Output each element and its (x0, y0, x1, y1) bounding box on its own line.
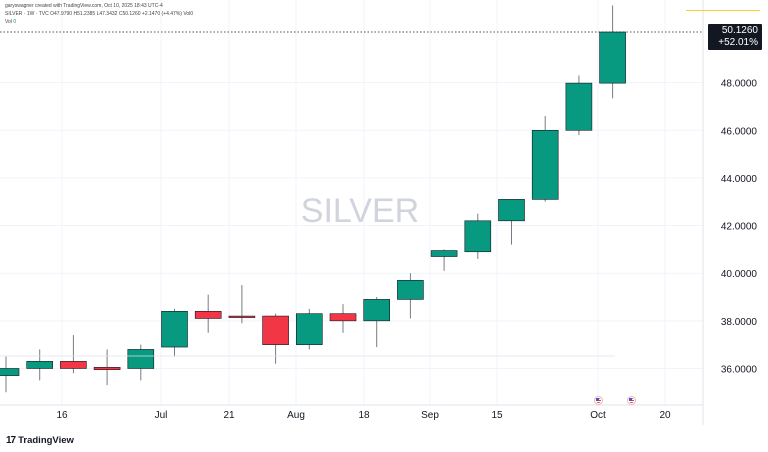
candle[interactable] (397, 273, 424, 319)
symbol-line: SILVER · 1W · TVC (5, 11, 49, 17)
tradingview-logo[interactable]: 17 TradingView (6, 434, 74, 446)
candle-body (228, 315, 256, 318)
time-tick-label: Sep (421, 410, 439, 421)
candle-body (26, 361, 54, 369)
volume-value: 0 (13, 19, 17, 25)
candlestick-series[interactable] (0, 5, 626, 393)
time-tick-label: 20 (659, 410, 671, 421)
time-tick-label: 15 (491, 410, 503, 421)
candle-body (464, 220, 492, 253)
candle[interactable] (0, 356, 20, 393)
time-tick-label: Oct (590, 410, 606, 421)
candle[interactable] (531, 115, 559, 202)
candle-body (194, 311, 222, 319)
price-tick-label: 46.0000 (721, 126, 758, 137)
candle-body (498, 199, 525, 222)
last-price-change: +52.01% (718, 37, 758, 48)
candle[interactable] (26, 349, 54, 381)
candle-body (60, 361, 87, 369)
us-flag-event-icon[interactable] (627, 396, 636, 405)
candle[interactable] (93, 349, 121, 386)
last-price-tag: 50.1260 +52.01% (708, 24, 762, 50)
time-axis-labels[interactable]: 16 Jul 21 Aug 18 Sep 15 Oct 20 (56, 410, 671, 421)
candle[interactable] (262, 313, 289, 364)
candle-body (161, 311, 188, 348)
candle[interactable] (599, 5, 626, 99)
candle[interactable] (228, 285, 256, 324)
time-tick-label: Aug (287, 410, 305, 421)
candle-body (127, 349, 155, 369)
price-tick-label: 42.0000 (721, 222, 758, 233)
candle-body (565, 82, 593, 131)
highlight-line (686, 10, 760, 11)
close-value: 50.1260 (122, 11, 141, 17)
price-tick-label: 48.0000 (721, 79, 758, 90)
us-flag-event-icon[interactable] (594, 396, 603, 405)
candle[interactable] (295, 308, 323, 350)
price-axis-labels[interactable]: 36.0000 38.0000 40.0000 42.0000 44.0000 46.00… (721, 79, 758, 376)
low-value: 47.3432 (99, 11, 118, 17)
time-tick-label: 18 (358, 410, 370, 421)
symbol-watermark: SILVER (301, 192, 419, 230)
candle-body (329, 313, 357, 322)
candle[interactable] (161, 308, 188, 357)
candle-body (531, 129, 559, 200)
candle[interactable] (430, 249, 458, 271)
tradingview-mark-icon: 17 (6, 434, 16, 446)
candle[interactable] (127, 344, 155, 381)
candle[interactable] (329, 304, 357, 333)
candle[interactable] (363, 297, 391, 348)
candle[interactable] (565, 75, 593, 136)
candle-body (599, 31, 626, 84)
open-value: 47.9790 (54, 11, 73, 17)
candle[interactable] (498, 199, 525, 245)
candle[interactable] (60, 335, 87, 374)
candle-body (262, 315, 289, 345)
time-tick-label: Jul (155, 410, 168, 421)
candle-body (93, 366, 121, 370)
candle-body (0, 368, 20, 376)
candle-body (363, 299, 391, 322)
tradingview-wordmark: TradingView (18, 434, 74, 446)
price-tick-label: 38.0000 (721, 317, 758, 328)
candle-body (430, 250, 458, 257)
candle[interactable] (194, 294, 222, 333)
last-price-value: 50.1260 (721, 25, 758, 36)
candle-body (397, 280, 424, 300)
candle[interactable] (464, 213, 492, 259)
vol-inline-value: 0 (190, 11, 194, 17)
volume-legend: Vol 0 (5, 19, 17, 25)
price-tick-label: 40.0000 (721, 269, 758, 280)
change-value: +2.1470 (+4.47%) (141, 11, 182, 17)
ohlc-legend: SILVER · 1W · TVC O47.9790 H51.2385 L47.… (5, 11, 194, 17)
time-tick-label: 21 (223, 410, 235, 421)
vertical-gridlines (61, 0, 666, 405)
attribution-text: garyswagner created with TradingView.com… (5, 3, 163, 9)
price-tick-label: 36.0000 (721, 364, 758, 375)
candle-body (295, 313, 323, 345)
time-tick-label: 16 (56, 410, 68, 421)
high-value: 51.2385 (77, 11, 96, 17)
price-tick-label: 44.0000 (721, 174, 758, 185)
